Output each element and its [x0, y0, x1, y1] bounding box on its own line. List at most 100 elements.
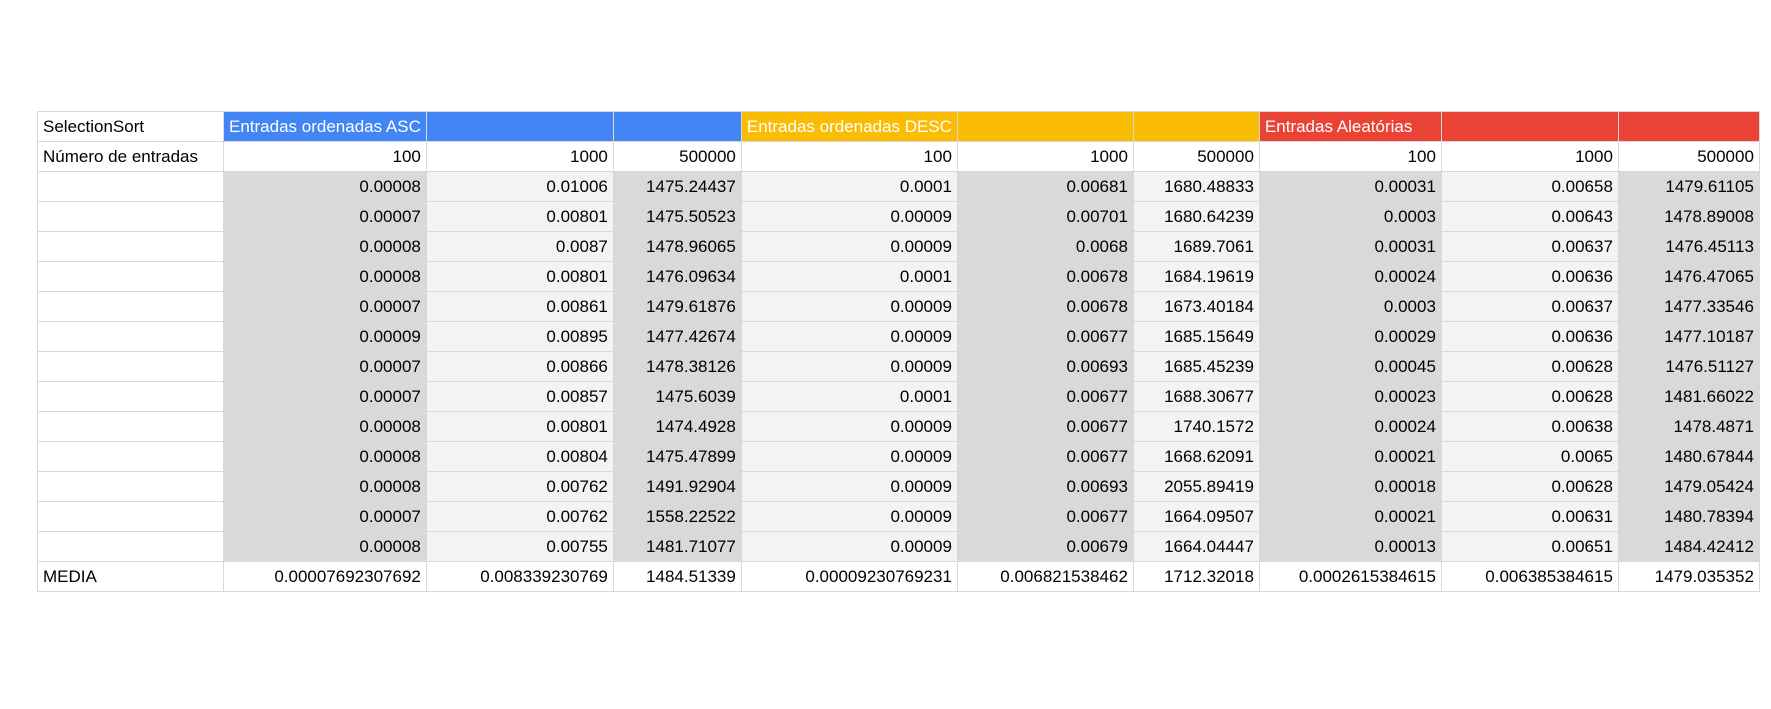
value-cell[interactable]: 0.00021 [1258, 441, 1442, 472]
value-cell[interactable]: 0.00801 [425, 261, 614, 292]
value-cell[interactable]: 0.00007 [223, 291, 427, 322]
group-asc-label[interactable]: Entradas ordenadas ASC [223, 111, 427, 142]
value-cell[interactable]: 0.00678 [956, 261, 1134, 292]
media-value-cell[interactable]: 0.008339230769 [425, 561, 614, 592]
row-label-cell[interactable] [37, 351, 224, 382]
value-cell[interactable]: 0.00009 [740, 351, 958, 382]
value-cell[interactable]: 0.00023 [1258, 381, 1442, 412]
value-cell[interactable]: 0.0065 [1440, 441, 1619, 472]
media-value-cell[interactable]: 0.00007692307692 [223, 561, 427, 592]
value-cell[interactable]: 0.00029 [1258, 321, 1442, 352]
value-cell[interactable]: 1481.71077 [612, 531, 742, 562]
row-label-cell[interactable] [37, 171, 224, 202]
value-cell[interactable]: 0.00866 [425, 351, 614, 382]
value-cell[interactable]: 0.0003 [1258, 201, 1442, 232]
value-cell[interactable]: 1558.22522 [612, 501, 742, 532]
group-asc-cell[interactable] [612, 111, 742, 142]
value-cell[interactable]: 0.00701 [956, 201, 1134, 232]
value-cell[interactable]: 0.00637 [1440, 231, 1619, 262]
value-cell[interactable]: 0.00762 [425, 471, 614, 502]
value-cell[interactable]: 0.00018 [1258, 471, 1442, 502]
value-cell[interactable]: 1475.24437 [612, 171, 742, 202]
group-random-label[interactable]: Entradas Aleatórias [1258, 111, 1442, 142]
value-cell[interactable]: 0.00755 [425, 531, 614, 562]
value-cell[interactable]: 0.0001 [740, 171, 958, 202]
sizes-label-cell[interactable]: Número de entradas [37, 141, 224, 172]
value-cell[interactable]: 1685.15649 [1132, 321, 1260, 352]
value-cell[interactable]: 0.00677 [956, 441, 1134, 472]
group-desc-label[interactable]: Entradas ordenadas DESC [740, 111, 958, 142]
value-cell[interactable]: 0.00009 [740, 531, 958, 562]
size-cell[interactable]: 500000 [612, 141, 742, 172]
value-cell[interactable]: 0.00008 [223, 441, 427, 472]
media-value-cell[interactable]: 1712.32018 [1132, 561, 1260, 592]
media-value-cell[interactable]: 1484.51339 [612, 561, 742, 592]
row-label-cell[interactable] [37, 501, 224, 532]
value-cell[interactable]: 1479.61105 [1617, 171, 1760, 202]
value-cell[interactable]: 0.00008 [223, 471, 427, 502]
value-cell[interactable]: 0.00679 [956, 531, 1134, 562]
value-cell[interactable]: 1477.33546 [1617, 291, 1760, 322]
row-label-cell[interactable] [37, 471, 224, 502]
value-cell[interactable]: 0.00681 [956, 171, 1134, 202]
value-cell[interactable]: 1476.47065 [1617, 261, 1760, 292]
media-label-cell[interactable]: MEDIA [37, 561, 224, 592]
value-cell[interactable]: 1481.66022 [1617, 381, 1760, 412]
value-cell[interactable]: 0.00651 [1440, 531, 1619, 562]
media-value-cell[interactable]: 0.006821538462 [956, 561, 1134, 592]
value-cell[interactable]: 1479.05424 [1617, 471, 1760, 502]
value-cell[interactable]: 0.00638 [1440, 411, 1619, 442]
value-cell[interactable]: 0.0001 [740, 261, 958, 292]
value-cell[interactable]: 1480.78394 [1617, 501, 1760, 532]
value-cell[interactable]: 0.00693 [956, 471, 1134, 502]
value-cell[interactable]: 0.00895 [425, 321, 614, 352]
value-cell[interactable]: 0.00007 [223, 201, 427, 232]
value-cell[interactable]: 1479.61876 [612, 291, 742, 322]
value-cell[interactable]: 0.00008 [223, 411, 427, 442]
value-cell[interactable]: 1680.48833 [1132, 171, 1260, 202]
value-cell[interactable]: 1680.64239 [1132, 201, 1260, 232]
value-cell[interactable]: 0.00628 [1440, 471, 1619, 502]
value-cell[interactable]: 1664.09507 [1132, 501, 1260, 532]
value-cell[interactable]: 0.00677 [956, 411, 1134, 442]
value-cell[interactable]: 1475.47899 [612, 441, 742, 472]
value-cell[interactable]: 0.0003 [1258, 291, 1442, 322]
value-cell[interactable]: 1476.09634 [612, 261, 742, 292]
value-cell[interactable]: 0.0068 [956, 231, 1134, 262]
size-cell[interactable]: 1000 [956, 141, 1134, 172]
value-cell[interactable]: 0.00008 [223, 231, 427, 262]
value-cell[interactable]: 0.00021 [1258, 501, 1442, 532]
value-cell[interactable]: 0.00678 [956, 291, 1134, 322]
row-label-cell[interactable] [37, 381, 224, 412]
value-cell[interactable]: 1478.89008 [1617, 201, 1760, 232]
value-cell[interactable]: 1477.10187 [1617, 321, 1760, 352]
value-cell[interactable]: 0.0087 [425, 231, 614, 262]
row-label-cell[interactable] [37, 201, 224, 232]
value-cell[interactable]: 1475.6039 [612, 381, 742, 412]
value-cell[interactable]: 0.00031 [1258, 231, 1442, 262]
value-cell[interactable]: 0.00643 [1440, 201, 1619, 232]
value-cell[interactable]: 0.01006 [425, 171, 614, 202]
row-label-cell[interactable] [37, 321, 224, 352]
value-cell[interactable]: 0.00628 [1440, 351, 1619, 382]
value-cell[interactable]: 0.00804 [425, 441, 614, 472]
value-cell[interactable]: 0.00009 [740, 441, 958, 472]
row-label-cell[interactable] [37, 441, 224, 472]
group-random-cell[interactable] [1617, 111, 1760, 142]
value-cell[interactable]: 0.00861 [425, 291, 614, 322]
size-cell[interactable]: 100 [1258, 141, 1442, 172]
value-cell[interactable]: 1478.38126 [612, 351, 742, 382]
size-cell[interactable]: 500000 [1132, 141, 1260, 172]
media-value-cell[interactable]: 0.0002615384615 [1258, 561, 1442, 592]
value-cell[interactable]: 1476.51127 [1617, 351, 1760, 382]
value-cell[interactable]: 1740.1572 [1132, 411, 1260, 442]
value-cell[interactable]: 1668.62091 [1132, 441, 1260, 472]
size-cell[interactable]: 100 [223, 141, 427, 172]
value-cell[interactable]: 0.0001 [740, 381, 958, 412]
value-cell[interactable]: 0.00628 [1440, 381, 1619, 412]
value-cell[interactable]: 1673.40184 [1132, 291, 1260, 322]
value-cell[interactable]: 0.00009 [740, 471, 958, 502]
value-cell[interactable]: 0.00024 [1258, 261, 1442, 292]
size-cell[interactable]: 1000 [1440, 141, 1619, 172]
value-cell[interactable]: 1477.42674 [612, 321, 742, 352]
